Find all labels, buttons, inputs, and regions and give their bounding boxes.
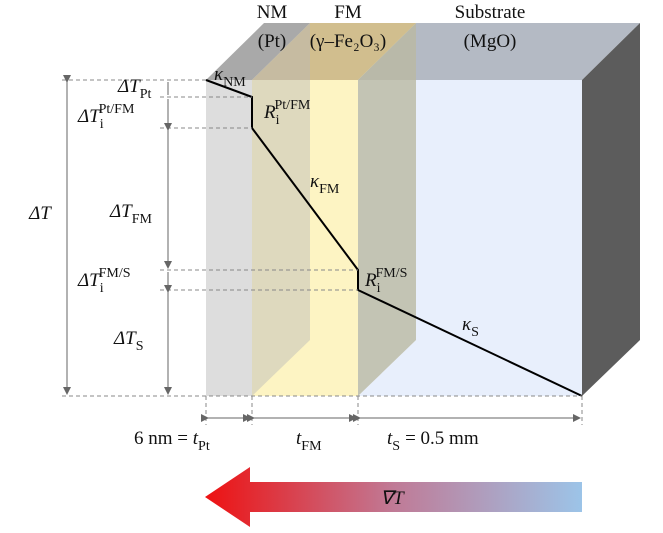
- conductivity-label: κFM: [310, 171, 340, 197]
- subscript: Pt: [140, 87, 152, 102]
- superscript: FM/S: [376, 266, 408, 281]
- subscript: FM: [319, 182, 340, 197]
- conductivity-label: κS: [462, 314, 479, 340]
- symbol: ΔT: [77, 106, 101, 127]
- fm-substrate-boundary: [358, 23, 416, 396]
- symbol: κ: [214, 64, 224, 85]
- superscript: Pt/FM: [275, 98, 311, 113]
- layer-material: (MgO): [464, 31, 517, 52]
- interface-resistance-label: RiFM/S: [364, 266, 407, 296]
- nm-top: [206, 23, 310, 80]
- nm-block: [206, 23, 416, 396]
- left-dimensions: [62, 75, 582, 397]
- temperature-drop-label: ΔTiFM/S: [77, 266, 131, 296]
- fm-top: [252, 23, 416, 80]
- thickness-label: tS = 0.5 mm: [387, 428, 479, 454]
- subscript: S: [136, 339, 144, 354]
- thickness-label: 6 nm = tPt: [134, 428, 210, 454]
- temperature-drop-label: ΔTiPt/FM: [77, 102, 135, 132]
- symbol: t: [193, 428, 199, 449]
- symbol: κ: [310, 171, 320, 192]
- symbol: ΔT: [117, 76, 141, 97]
- conductivity-label: κNM: [214, 64, 246, 90]
- subscript: NM: [223, 75, 246, 90]
- fm-side: [358, 23, 416, 396]
- symbol: ΔT: [77, 270, 101, 291]
- total-temperature-drop: ΔT: [28, 203, 52, 224]
- symbol: R: [364, 270, 377, 291]
- thickness-label: tFM: [296, 428, 322, 454]
- subscript: i: [100, 281, 104, 296]
- layer-material: (Pt): [258, 31, 287, 52]
- symbol: t: [387, 428, 393, 449]
- subscript: i: [100, 117, 104, 132]
- subscript: i: [276, 113, 280, 128]
- subscript: FM: [301, 439, 322, 454]
- symbol: ∇T: [380, 488, 405, 509]
- temperature-drop-label: ΔTS: [113, 328, 144, 354]
- symbol: ΔT: [28, 203, 52, 224]
- substrate-top: [358, 23, 640, 80]
- superscript: Pt/FM: [99, 102, 135, 117]
- fm-block: [252, 23, 416, 396]
- gradient-label: ∇T: [380, 488, 405, 509]
- nm-side: [252, 23, 310, 396]
- layer-name: NM: [257, 2, 288, 23]
- prefix: 6 nm =: [134, 428, 188, 449]
- subscript: S: [471, 325, 479, 340]
- layer-name: FM: [334, 2, 362, 23]
- superscript: FM/S: [99, 266, 131, 281]
- layer-name: Substrate: [455, 2, 526, 23]
- symbol: t: [296, 428, 302, 449]
- bottom-dimensions: [201, 396, 583, 425]
- fm-front: [252, 80, 358, 396]
- subscript: Pt: [198, 439, 210, 454]
- symbol: ΔT: [113, 328, 137, 349]
- subscript: FM: [132, 212, 153, 227]
- symbol: κ: [462, 314, 472, 335]
- subscript: S: [392, 439, 400, 454]
- subscript: i: [377, 281, 381, 296]
- nm-front: [206, 80, 252, 396]
- suffix: = 0.5 mm: [405, 428, 479, 449]
- interface-resistance-label: RiPt/FM: [263, 98, 311, 128]
- symbol: R: [263, 102, 276, 123]
- temperature-drop-label: ΔTFM: [109, 201, 153, 227]
- temperature-profile: [205, 79, 583, 397]
- symbol: ΔT: [109, 201, 133, 222]
- substrate-side: [582, 23, 640, 396]
- labels: NM(Pt)FM(γ–Fe₂O₃)Substrate(MgO)κNMκFMκSR…: [28, 2, 525, 509]
- temperature-drop-label: ΔTPt: [117, 76, 152, 102]
- gradient-arrow: [205, 467, 582, 527]
- layer-material: (γ–Fe₂O₃): [310, 31, 387, 52]
